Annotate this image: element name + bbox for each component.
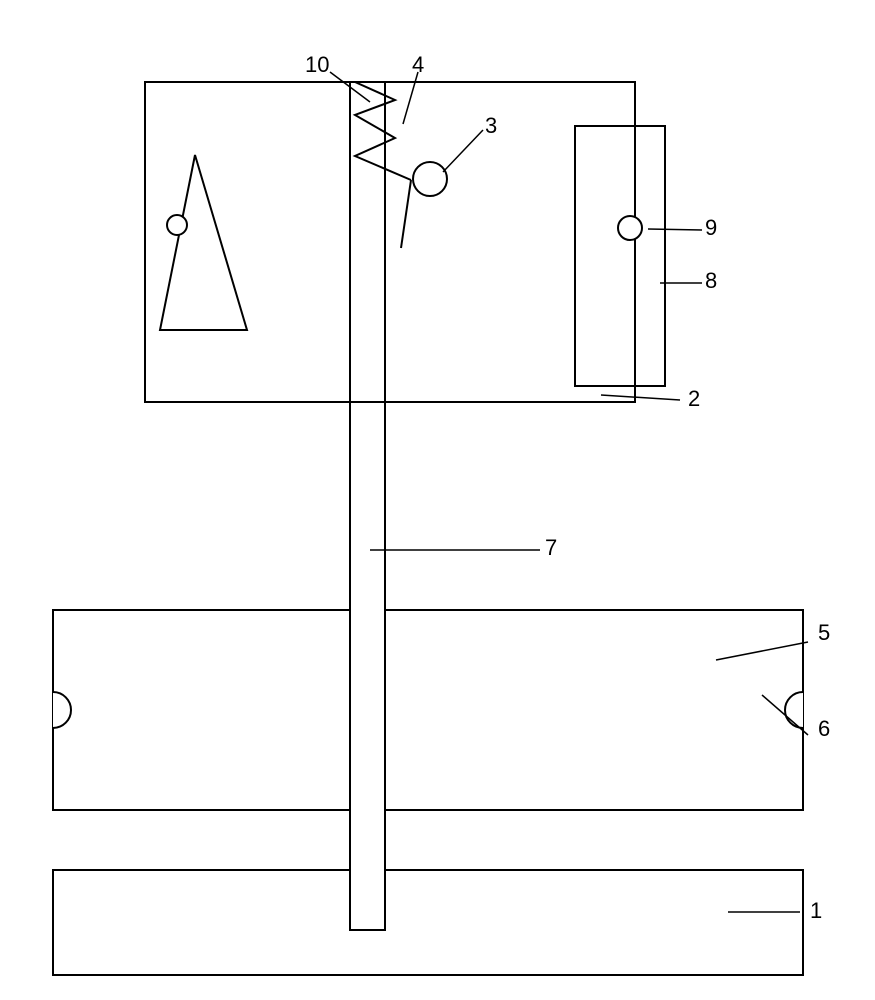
leader-4	[403, 72, 418, 124]
bottom-base	[53, 870, 803, 975]
leader-3	[443, 130, 483, 172]
label-8: 8	[705, 268, 717, 294]
left-triangle	[160, 155, 247, 330]
label-5: 5	[818, 620, 830, 646]
label-4: 4	[412, 52, 424, 78]
top-box	[145, 82, 635, 402]
label-1: 1	[810, 898, 822, 924]
label-9: 9	[705, 215, 717, 241]
leader-9	[648, 229, 702, 230]
zigzag-tail	[401, 180, 411, 248]
label-7: 7	[545, 535, 557, 561]
middle-block	[53, 610, 803, 810]
leader-2	[601, 395, 680, 400]
diagram-svg	[0, 0, 875, 1000]
label-2: 2	[688, 386, 700, 412]
top-small-circle	[413, 162, 447, 196]
left-triangle-circle	[167, 215, 187, 235]
label-6: 6	[818, 716, 830, 742]
vertical-shaft	[350, 82, 385, 930]
label-3: 3	[485, 113, 497, 139]
label-10: 10	[305, 52, 329, 78]
side-panel-circle	[618, 216, 642, 240]
side-panel	[575, 126, 665, 386]
